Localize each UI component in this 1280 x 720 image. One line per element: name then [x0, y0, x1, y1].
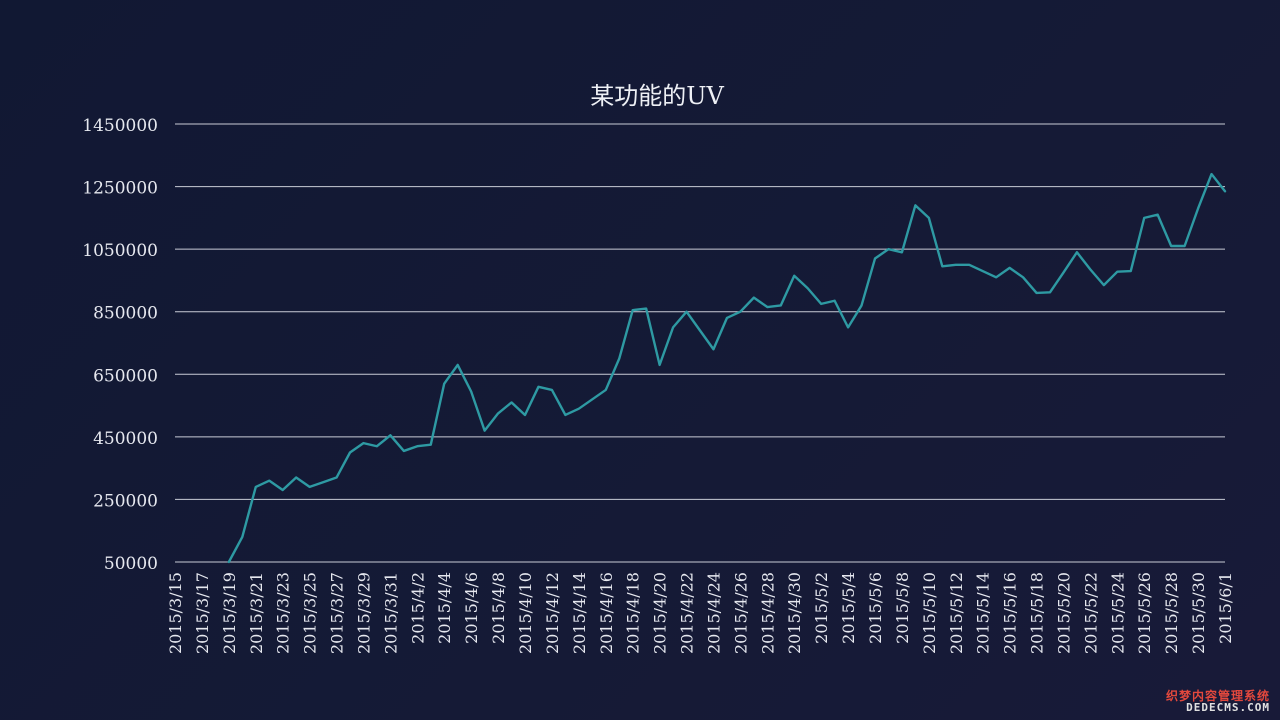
y-tick-label: 650000 — [93, 366, 158, 386]
x-tick-label: 2015/5/28 — [1162, 572, 1181, 654]
series-layer — [227, 172, 1227, 564]
x-tick-label: 2015/4/28 — [758, 572, 777, 654]
x-tick-label: 2015/4/6 — [462, 572, 481, 644]
series-line — [227, 172, 1227, 564]
y-tick-label: 1050000 — [82, 241, 158, 261]
y-tick-label: 450000 — [93, 429, 158, 449]
y-tick-label: 850000 — [93, 304, 158, 324]
x-tick-label: 2015/3/17 — [193, 572, 212, 654]
x-tick-label: 2015/3/23 — [274, 572, 293, 654]
x-tick-label: 2015/4/22 — [678, 572, 697, 654]
x-tick-label: 2015/5/16 — [1001, 572, 1020, 654]
x-tick-label: 2015/4/16 — [597, 572, 616, 654]
grid-lines — [175, 123, 1225, 563]
x-tick-label: 2015/3/31 — [381, 572, 400, 654]
watermark-line-1: 织梦内容管理系统 — [1165, 688, 1270, 703]
x-tick-label: 2015/4/30 — [785, 572, 804, 654]
x-tick-label: 2015/3/29 — [354, 572, 373, 654]
watermark-line-2: DEDECMS.COM — [1186, 701, 1270, 715]
x-tick-label: 2015/5/14 — [974, 572, 993, 654]
x-tick-label: 2015/3/25 — [301, 572, 320, 654]
y-tick-label: 50000 — [104, 554, 158, 574]
x-tick-label: 2015/5/12 — [947, 572, 966, 654]
x-tick-label: 2015/5/20 — [1054, 572, 1073, 654]
watermark: 织梦内容管理系统 DEDECMS.COM — [1166, 690, 1270, 714]
x-tick-label: 2015/5/8 — [893, 572, 912, 644]
y-axis-labels: 50000 250000 450000 650000 850000 1050000 1250… — [82, 116, 158, 574]
x-tick-label: 2015/5/10 — [920, 572, 939, 654]
x-tick-label: 2015/6/1 — [1216, 572, 1235, 644]
y-tick-label: 250000 — [93, 491, 158, 511]
x-tick-label: 2015/4/12 — [543, 572, 562, 654]
y-tick-label: 1450000 — [82, 116, 158, 136]
x-axis-labels: 2015/3/15 2015/3/17 2015/3/19 2015/3/21 2015… — [166, 572, 1235, 654]
x-tick-label: 2015/4/2 — [408, 572, 427, 644]
x-tick-label: 2015/5/24 — [1108, 572, 1127, 654]
x-tick-label: 2015/4/4 — [435, 572, 454, 644]
x-tick-label: 2015/5/26 — [1135, 572, 1154, 654]
x-tick-label: 2015/4/24 — [704, 572, 723, 654]
x-tick-label: 2015/3/27 — [328, 572, 347, 654]
x-tick-label: 2015/3/21 — [247, 572, 266, 654]
x-tick-label: 2015/4/8 — [489, 572, 508, 644]
x-tick-label: 2015/4/26 — [731, 572, 750, 654]
x-tick-label: 2015/4/14 — [570, 572, 589, 654]
x-tick-label: 2015/5/30 — [1189, 572, 1208, 654]
x-tick-label: 2015/5/6 — [866, 572, 885, 644]
x-tick-label: 2015/5/22 — [1081, 572, 1100, 654]
x-tick-label: 2015/4/20 — [651, 572, 670, 654]
x-tick-label: 2015/5/2 — [812, 572, 831, 644]
x-tick-label: 2015/3/19 — [220, 572, 239, 654]
x-tick-label: 2015/4/10 — [516, 572, 535, 654]
x-tick-label: 2015/5/18 — [1028, 572, 1047, 654]
chart-title: 某功能的UV — [590, 82, 724, 110]
x-tick-label: 2015/5/4 — [839, 572, 858, 644]
y-tick-label: 1250000 — [82, 179, 158, 199]
x-tick-label: 2015/4/18 — [624, 572, 643, 654]
x-tick-label: 2015/3/15 — [166, 572, 185, 654]
